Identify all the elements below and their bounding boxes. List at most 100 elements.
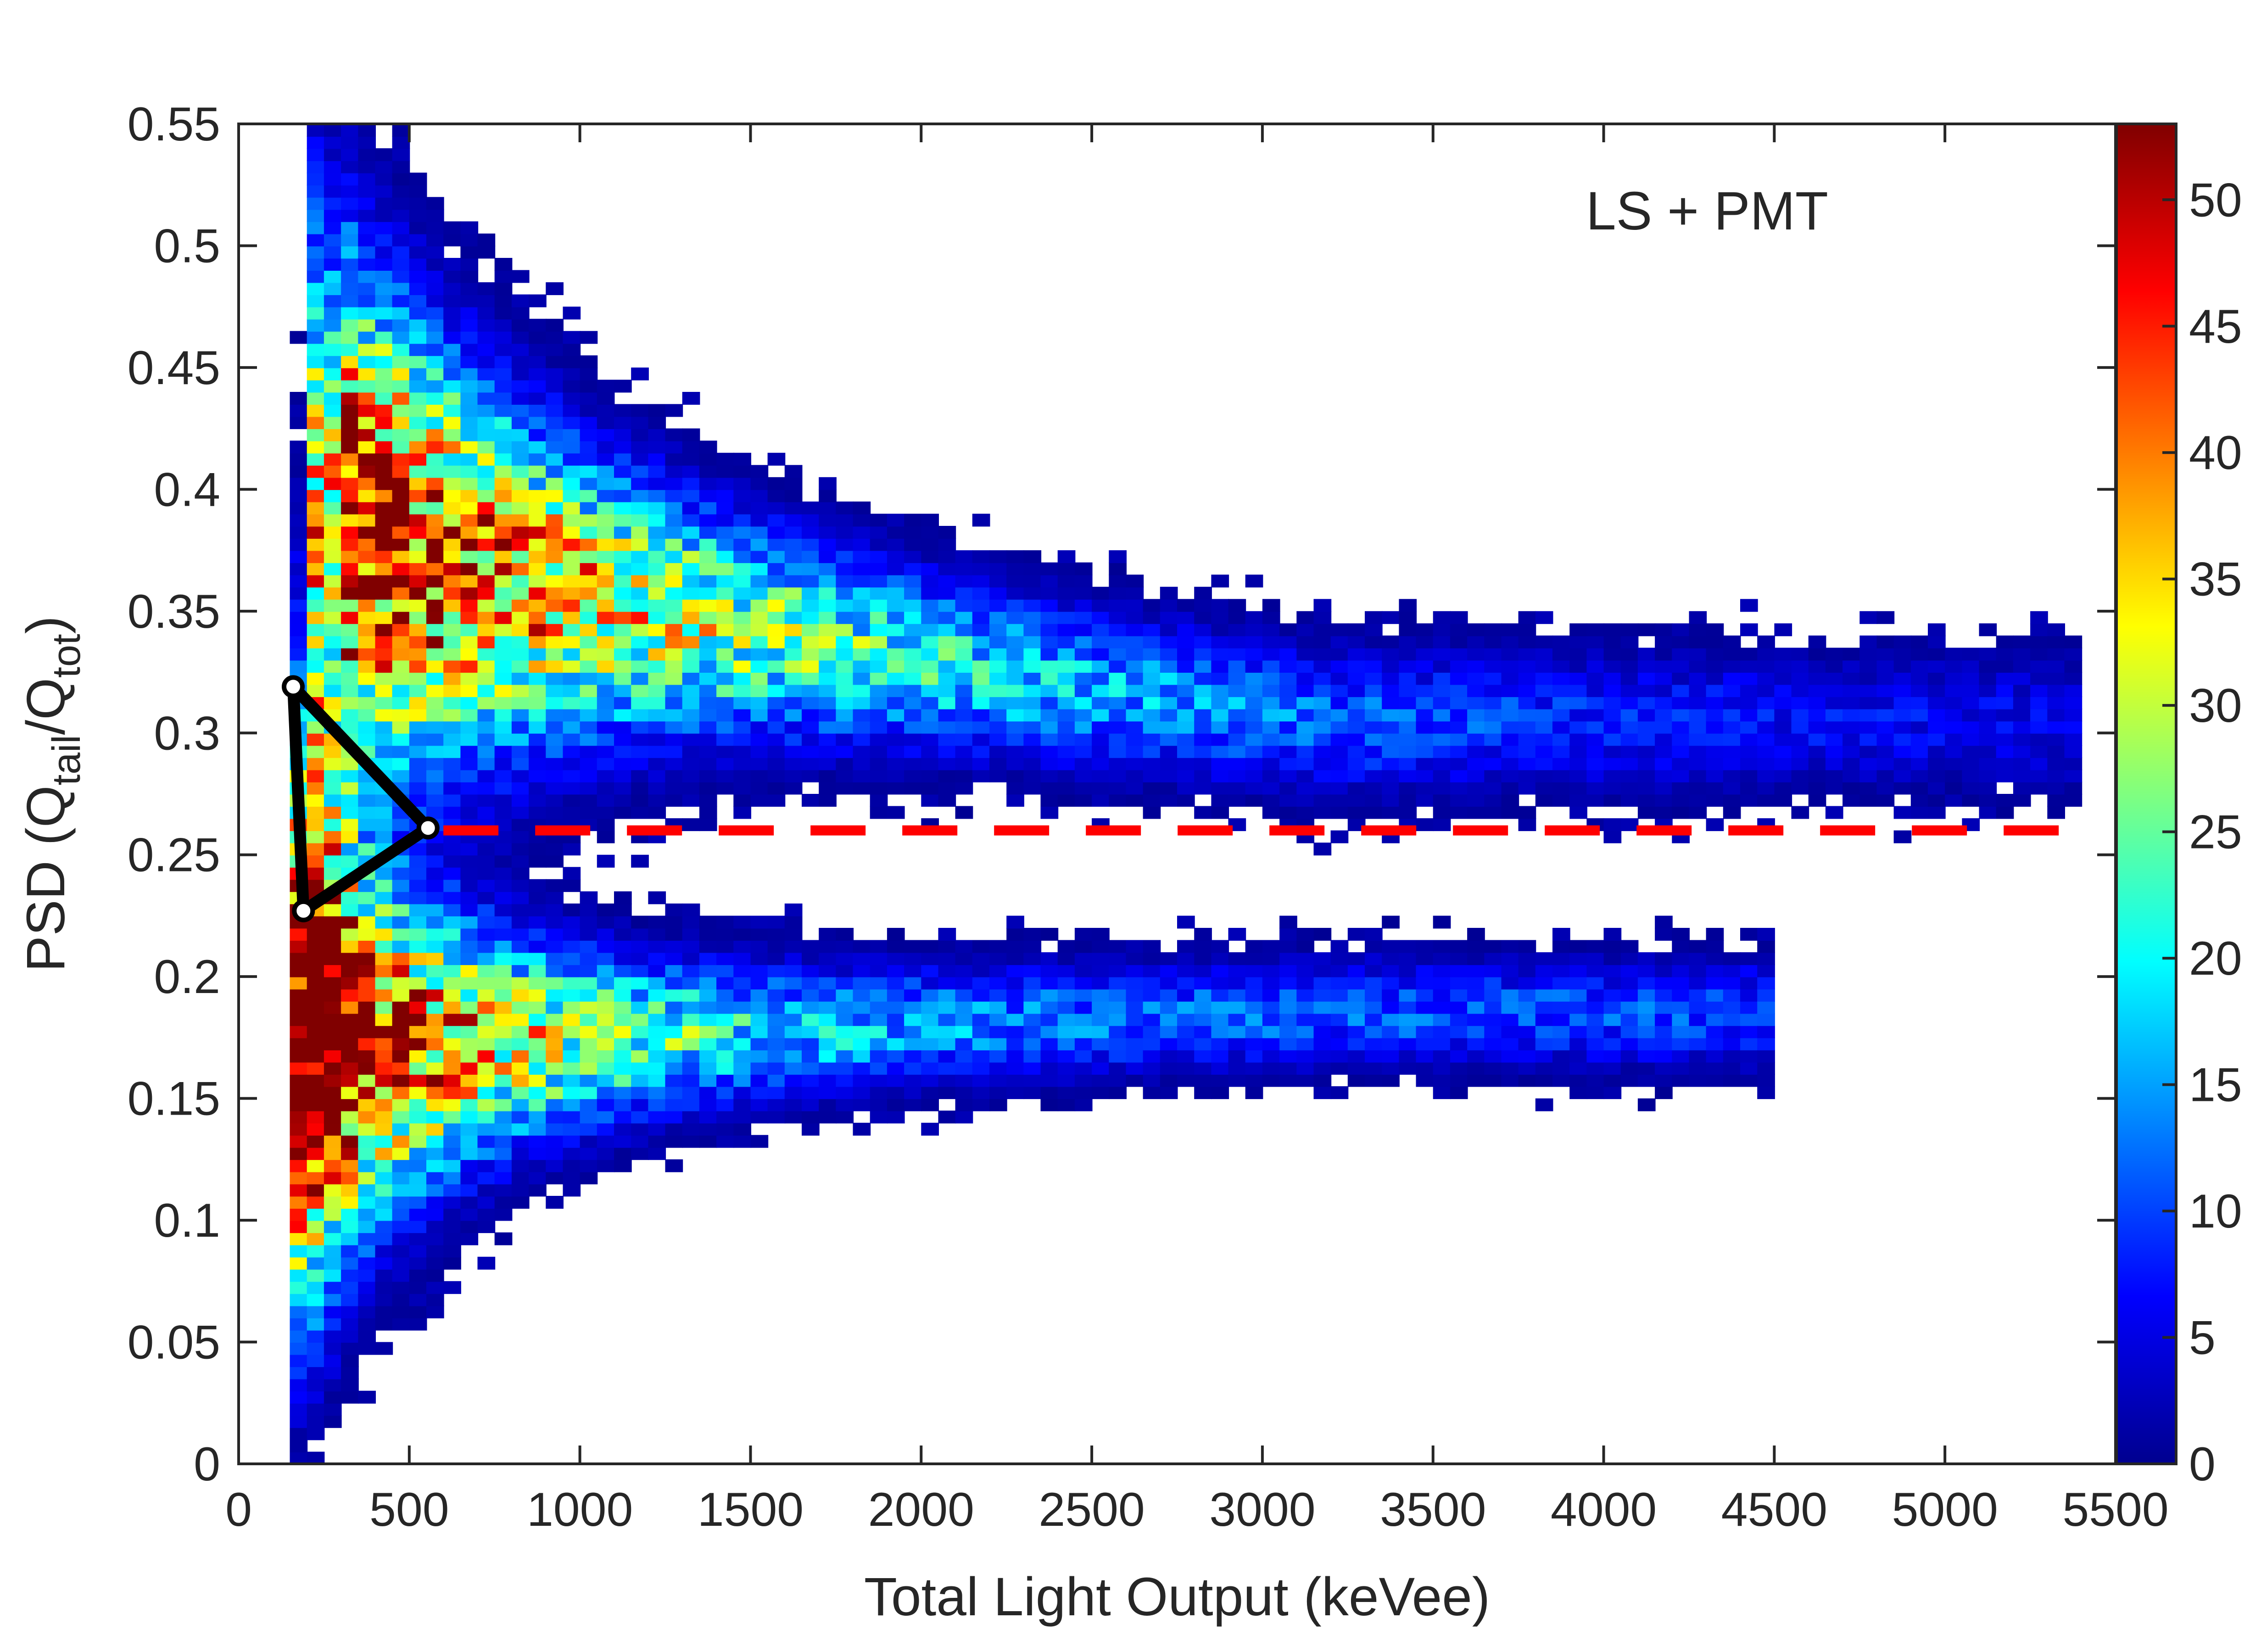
heatmap-cell — [358, 647, 376, 661]
heatmap-cell — [802, 599, 820, 612]
heatmap-cell — [1996, 635, 2014, 648]
heatmap-cell — [853, 550, 871, 564]
heatmap-cell — [699, 964, 717, 977]
heatmap-cell — [426, 586, 444, 600]
heatmap-cell — [1177, 977, 1195, 990]
heatmap-cell — [1330, 684, 1349, 698]
heatmap-cell — [1126, 635, 1144, 648]
heatmap-cell — [989, 709, 1007, 722]
heatmap-cell — [511, 952, 530, 966]
heatmap-cell — [648, 404, 666, 417]
heatmap-cell — [1689, 940, 1707, 953]
heatmap-cell — [392, 307, 410, 320]
heatmap-cell — [375, 672, 393, 685]
heatmap-cell — [1177, 660, 1195, 673]
heatmap-cell — [750, 660, 769, 673]
heatmap-cell — [529, 879, 547, 892]
heatmap-cell — [1535, 660, 1553, 673]
heatmap-cell — [290, 1171, 308, 1184]
heatmap-cell — [392, 1001, 410, 1014]
heatmap-cell — [733, 1013, 751, 1026]
heatmap-cell — [409, 1171, 427, 1184]
heatmap-cell — [290, 635, 308, 648]
heatmap-cell — [358, 781, 376, 795]
heatmap-cell — [1313, 952, 1332, 966]
heatmap-cell — [972, 513, 990, 527]
heatmap-cell — [887, 684, 905, 698]
heatmap-cell — [733, 452, 751, 466]
heatmap-cell — [1689, 1013, 1707, 1026]
heatmap-cell — [1893, 757, 1912, 770]
heatmap-cell — [870, 964, 888, 977]
heatmap-cell — [580, 1159, 598, 1172]
heatmap-cell — [511, 586, 530, 600]
heatmap-cell — [511, 818, 530, 832]
heatmap-cell — [1228, 635, 1246, 648]
heatmap-cell — [1228, 647, 1246, 661]
heatmap-cell — [546, 392, 564, 405]
heatmap-cell — [1433, 1049, 1451, 1063]
heatmap-cell — [802, 1049, 820, 1063]
heatmap-cell — [1945, 757, 1963, 770]
heatmap-cell — [1910, 720, 1929, 734]
heatmap-cell — [563, 964, 581, 977]
heatmap-cell — [802, 1037, 820, 1050]
heatmap-cell — [1347, 806, 1366, 819]
heatmap-cell — [1211, 757, 1229, 770]
heatmap-cell — [563, 428, 581, 441]
heatmap-cell — [546, 781, 564, 795]
heatmap-cell — [1092, 696, 1110, 709]
heatmap-cell — [665, 988, 683, 1002]
heatmap-cell — [921, 647, 939, 661]
heatmap-cell — [341, 915, 359, 929]
heatmap-cell — [1399, 806, 1417, 819]
heatmap-cell — [477, 452, 496, 466]
heatmap-cell — [1518, 940, 1536, 953]
heatmap-cell — [784, 1001, 803, 1014]
heatmap-cell — [358, 513, 376, 527]
x-tick-label: 2000 — [868, 1483, 974, 1536]
heatmap-cell — [1740, 1001, 1758, 1014]
heatmap-cell — [392, 940, 410, 953]
heatmap-cell — [307, 1196, 325, 1209]
heatmap-cell — [716, 769, 734, 782]
heatmap-cell — [1057, 1098, 1076, 1111]
heatmap-cell — [443, 1159, 461, 1172]
heatmap-cell — [716, 550, 734, 564]
heatmap-cell — [443, 794, 461, 807]
heatmap-cell — [1979, 733, 1997, 746]
heatmap-cell — [324, 270, 342, 283]
heatmap-cell — [631, 709, 649, 722]
heatmap-cell — [836, 733, 854, 746]
heatmap-cell — [1996, 672, 2014, 685]
heatmap-cell — [1518, 781, 1536, 795]
heatmap-cell — [290, 477, 308, 490]
heatmap-cell — [494, 854, 513, 868]
heatmap-cell — [904, 1013, 922, 1026]
heatmap-cell — [1365, 611, 1383, 624]
heatmap-cell — [597, 635, 615, 648]
heatmap-cell — [426, 1098, 444, 1111]
heatmap-cell — [1655, 733, 1673, 746]
heatmap-cell — [1228, 660, 1246, 673]
heatmap-cell — [511, 562, 530, 575]
heatmap-cell — [1586, 964, 1605, 977]
heatmap-cell — [375, 1025, 393, 1038]
heatmap-cell — [1535, 794, 1553, 807]
heatmap-cell — [1655, 684, 1673, 698]
heatmap-cell — [1023, 1013, 1042, 1026]
heatmap-cell — [1655, 745, 1673, 758]
heatmap-cell — [1040, 977, 1059, 990]
heatmap-cell — [699, 538, 717, 551]
heatmap-cell — [631, 1098, 649, 1111]
heatmap-cell — [460, 977, 479, 990]
heatmap-cell — [1143, 952, 1161, 966]
heatmap-cell — [1143, 611, 1161, 624]
heatmap-cell — [955, 1049, 973, 1063]
heatmap-cell — [511, 294, 530, 307]
heatmap-cell — [870, 1013, 888, 1026]
heatmap-cell — [733, 526, 751, 539]
heatmap-cell — [1074, 794, 1093, 807]
heatmap-cell — [1382, 635, 1400, 648]
